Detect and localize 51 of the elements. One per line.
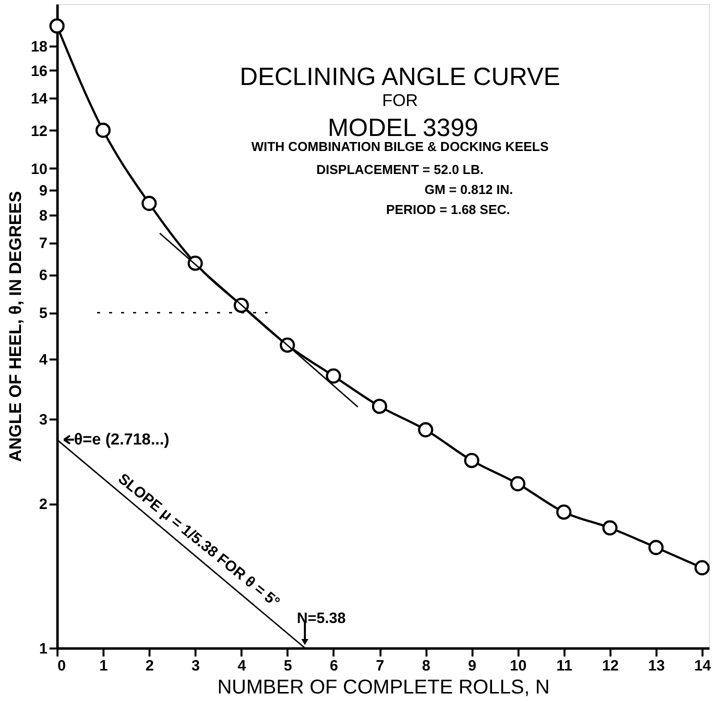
y-tick-label: 5 xyxy=(39,305,48,322)
x-tick-label: 7 xyxy=(376,658,384,674)
point xyxy=(372,398,388,414)
point xyxy=(418,422,434,438)
y-tick-label: 10 xyxy=(30,160,48,178)
x-axis-title: NUMBER OF COMPLETE ROLLS, N xyxy=(217,676,550,698)
annotation: θ=e (2.718...) xyxy=(74,432,170,449)
annotation: DISPLACEMENT = 52.0 LB. xyxy=(316,162,484,177)
point xyxy=(326,368,342,384)
x-tick-label: 8 xyxy=(422,658,430,674)
x-tick-label: 3 xyxy=(192,658,200,674)
y-tick-label: 7 xyxy=(39,235,48,252)
point xyxy=(556,504,572,520)
y-tick-label: 4 xyxy=(39,352,48,369)
x-tick-label: 1 xyxy=(99,658,108,674)
y-tick-label: 14 xyxy=(30,90,48,108)
x-tick-label: 9 xyxy=(468,658,476,674)
x-tick-label: 14 xyxy=(694,658,712,674)
annotation: WITH COMBINATION BILGE & DOCKING KEELS xyxy=(251,139,549,154)
y-tick-label: 1 xyxy=(39,640,48,658)
y-tick-label: 2 xyxy=(39,496,48,514)
x-tick-label: 10 xyxy=(510,658,527,674)
x-tick-label: 11 xyxy=(556,658,572,674)
annotation: MODEL 3399 xyxy=(328,114,478,142)
x-tick-label: 6 xyxy=(330,658,338,674)
y-tick-label: 6 xyxy=(39,267,48,284)
point xyxy=(602,520,618,536)
x-tick-label: 5 xyxy=(284,658,292,674)
point xyxy=(95,122,111,138)
y-tick-label: 18 xyxy=(30,38,48,56)
x-tick-label: 0 xyxy=(58,658,66,674)
y-tick-label: 3 xyxy=(39,412,48,429)
x-tick-label: 13 xyxy=(648,658,665,674)
y-tick-label: 9 xyxy=(39,182,48,200)
y-tick-label: 16 xyxy=(30,62,48,80)
point xyxy=(142,196,157,211)
annotation: GM = 0.812 IN. xyxy=(424,182,513,197)
y-tick-label: 12 xyxy=(30,122,48,140)
y-tick-label: 8 xyxy=(39,207,48,224)
y-axis-title: ANGLE OF HEEL, θ, IN DEGREES xyxy=(6,191,25,462)
point xyxy=(510,476,526,492)
annotation: N=5.38 xyxy=(296,610,346,627)
point xyxy=(648,540,664,556)
x-tick-label: 4 xyxy=(238,658,247,674)
point xyxy=(464,452,480,468)
x-tick-label: 12 xyxy=(602,658,619,674)
text: DECLINING ANGLE CURVE xyxy=(240,63,560,91)
text: FOR xyxy=(382,91,418,110)
x-tick-label: 2 xyxy=(145,658,154,674)
annotation: PERIOD = 1.68 SEC. xyxy=(386,202,510,217)
point xyxy=(694,560,710,576)
